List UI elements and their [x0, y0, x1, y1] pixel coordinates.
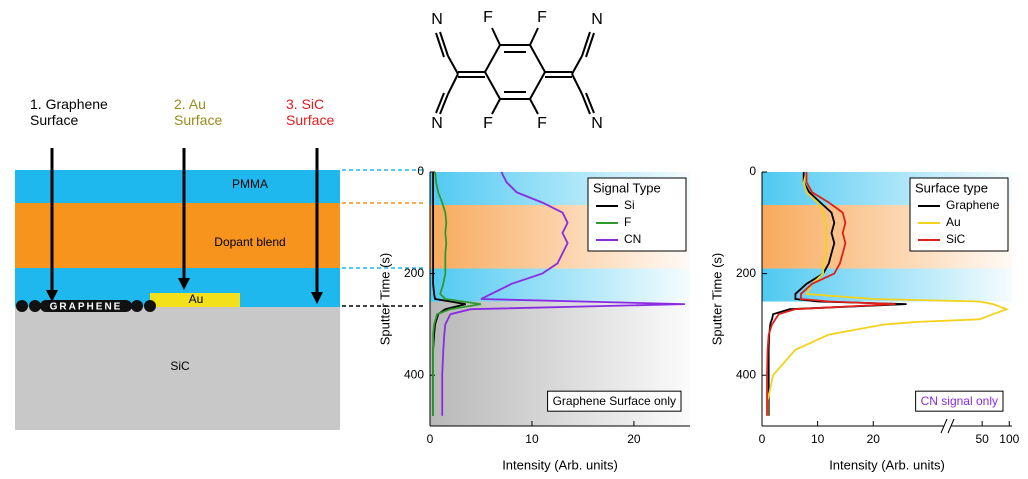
- layer-label: SiC: [170, 359, 190, 373]
- canvas: N F F N N F F N PMMA Dopant blend SiC Au…: [0, 0, 1028, 479]
- x-tick-label: 10: [525, 432, 539, 446]
- atom: F: [483, 115, 493, 132]
- figure: N F F N N F F N PMMA Dopant blend SiC Au…: [0, 0, 1028, 479]
- y-tick-label: 400: [404, 367, 424, 381]
- layer-label: Dopant blend: [214, 235, 285, 249]
- graphene-label: GRAPHENE: [50, 302, 123, 313]
- layer-label: PMMA: [232, 177, 268, 191]
- x-tick-label: 100: [999, 432, 1019, 446]
- probe-label: 1. Graphene Surface: [30, 96, 130, 128]
- y-tick-label: 400: [736, 367, 756, 381]
- atom: N: [591, 115, 603, 132]
- y-axis-label: Sputter Time (s): [377, 253, 392, 345]
- legend-label: F: [624, 215, 631, 229]
- legend-title: Signal Type: [593, 180, 661, 195]
- annotation: CN signal only: [921, 394, 998, 408]
- atom: N: [431, 115, 443, 132]
- x-tick-label: 0: [427, 432, 434, 446]
- x-tick-label: 20: [627, 432, 641, 446]
- probe-label: 2. Au Surface: [174, 96, 244, 128]
- y-tick-label: 200: [404, 266, 424, 280]
- legend-label: Au: [946, 215, 961, 229]
- au-label: Au: [189, 292, 204, 306]
- y-tick-label: 0: [749, 164, 756, 178]
- legend-label: Si: [624, 198, 635, 212]
- legend-title: Surface type: [915, 180, 988, 195]
- annotation: Graphene Surface only: [553, 394, 676, 408]
- y-tick-label: 0: [417, 164, 424, 178]
- dopant-layer: [15, 203, 340, 268]
- probe-label: 3. SiC Surface: [286, 96, 356, 128]
- legend-label: CN: [624, 232, 641, 246]
- atom: F: [537, 9, 547, 26]
- atom: F: [483, 9, 493, 26]
- x-tick-label: 20: [867, 432, 881, 446]
- molecule-bonds: [436, 28, 594, 114]
- x-tick-label: 10: [811, 432, 825, 446]
- y-tick-label: 200: [736, 266, 756, 280]
- y-axis-label: Sputter Time (s): [709, 253, 724, 345]
- x-axis-label: Intensity (Arb. units): [829, 457, 945, 472]
- atom: F: [537, 115, 547, 132]
- legend-label: Graphene: [946, 198, 1000, 212]
- legend-label: SiC: [946, 232, 966, 246]
- x-tick-label: 0: [759, 432, 766, 446]
- pmma-layer: [15, 170, 340, 203]
- shaded-region: [762, 269, 1012, 302]
- atom: N: [431, 11, 443, 28]
- shaded-region: [430, 269, 690, 302]
- atom: N: [591, 11, 603, 28]
- x-axis-label: Intensity (Arb. units): [502, 457, 618, 472]
- x-tick-label: 50: [975, 432, 989, 446]
